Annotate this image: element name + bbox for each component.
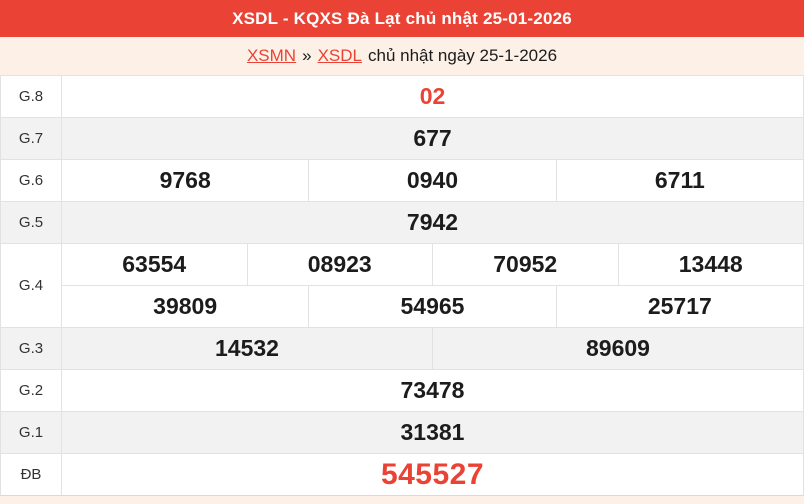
- prize-lines: 73478: [62, 370, 803, 411]
- prize-row-g5: G.5 7942: [1, 201, 803, 243]
- breadcrumb-link-xsmn[interactable]: XSMN: [246, 46, 297, 65]
- prize-number: 677: [413, 125, 452, 151]
- page-header: XSDL - KQXS Đà Lạt chủ nhật 25-01-2026: [0, 0, 804, 37]
- prize-lines: 63554 08923 70952 13448 39809 54965 25717: [62, 244, 803, 327]
- prize-number: 6711: [555, 160, 803, 201]
- prize-line: 677: [62, 118, 803, 159]
- prize-number: 14532: [215, 335, 279, 361]
- prize-label: G.8: [1, 76, 62, 117]
- prize-row-g6: G.6 9768 0940 6711: [1, 159, 803, 201]
- prize-label: G.3: [1, 328, 62, 369]
- prize-row-g3: G.3 14532 89609: [1, 327, 803, 369]
- prize-lines: 545527: [62, 454, 803, 495]
- prize-line: 14532 89609: [62, 328, 803, 369]
- breadcrumb-separator: »: [302, 46, 312, 65]
- prize-number: 70952: [432, 244, 618, 285]
- prize-line: 02: [62, 76, 803, 117]
- prize-row-đb: ĐB 545527: [1, 453, 803, 495]
- prize-number: 02: [419, 83, 446, 109]
- prize-label: G.6: [1, 160, 62, 201]
- prize-line: 73478: [62, 370, 803, 411]
- prize-label: G.4: [1, 244, 62, 327]
- prize-lines: 677: [62, 118, 803, 159]
- prize-number: 13448: [617, 244, 804, 285]
- prize-row-g2: G.2 73478: [1, 369, 803, 411]
- prize-lines: 14532 89609: [62, 328, 803, 369]
- prize-number: 9768: [159, 167, 211, 193]
- prize-number: 63554: [122, 251, 187, 277]
- prize-number: 39809: [153, 293, 218, 319]
- prize-lines: 7942: [62, 202, 803, 243]
- page-title: XSDL - KQXS Đà Lạt chủ nhật 25-01-2026: [232, 8, 572, 28]
- prize-line: 63554 08923 70952 13448: [62, 244, 803, 285]
- prize-number: 545527: [380, 457, 485, 491]
- prize-label: G.2: [1, 370, 62, 411]
- prize-number: 54965: [308, 286, 555, 327]
- prize-number: 73478: [400, 377, 465, 403]
- prize-label: G.5: [1, 202, 62, 243]
- prize-line: 7942: [62, 202, 803, 243]
- prize-label: G.1: [1, 412, 62, 453]
- prize-row-g4: G.4 63554 08923 70952 13448 39809 54965 25717: [1, 243, 803, 327]
- breadcrumb-date: chủ nhật ngày 25-1-2026: [367, 46, 558, 65]
- results-table: G.8 02 G.7 677 G.6 9768 0940 6711 G.5 7942 G.4 6355…: [0, 75, 804, 496]
- prize-row-g7: G.7 677: [1, 117, 803, 159]
- prize-row-g1: G.1 31381: [1, 411, 803, 453]
- breadcrumb-link-xsdl[interactable]: XSDL: [317, 46, 362, 65]
- prize-number: 7942: [406, 209, 459, 235]
- prize-number: 31381: [400, 419, 465, 445]
- prize-line: 545527: [62, 454, 803, 495]
- prize-number: 08923: [246, 244, 433, 285]
- prize-number: 25717: [555, 286, 803, 327]
- prize-lines: 31381: [62, 412, 803, 453]
- breadcrumb: XSMN » XSDL chủ nhật ngày 25-1-2026: [0, 37, 804, 75]
- prize-label: G.7: [1, 118, 62, 159]
- prize-line: 9768 0940 6711: [62, 160, 803, 201]
- prize-number: 0940: [308, 160, 555, 201]
- prize-lines: 02: [62, 76, 803, 117]
- prize-line: 31381: [62, 412, 803, 453]
- prize-number: 89609: [432, 328, 803, 369]
- prize-label: ĐB: [1, 454, 62, 495]
- prize-line: 39809 54965 25717: [62, 285, 803, 327]
- prize-lines: 9768 0940 6711: [62, 160, 803, 201]
- prize-row-g8: G.8 02: [1, 76, 803, 117]
